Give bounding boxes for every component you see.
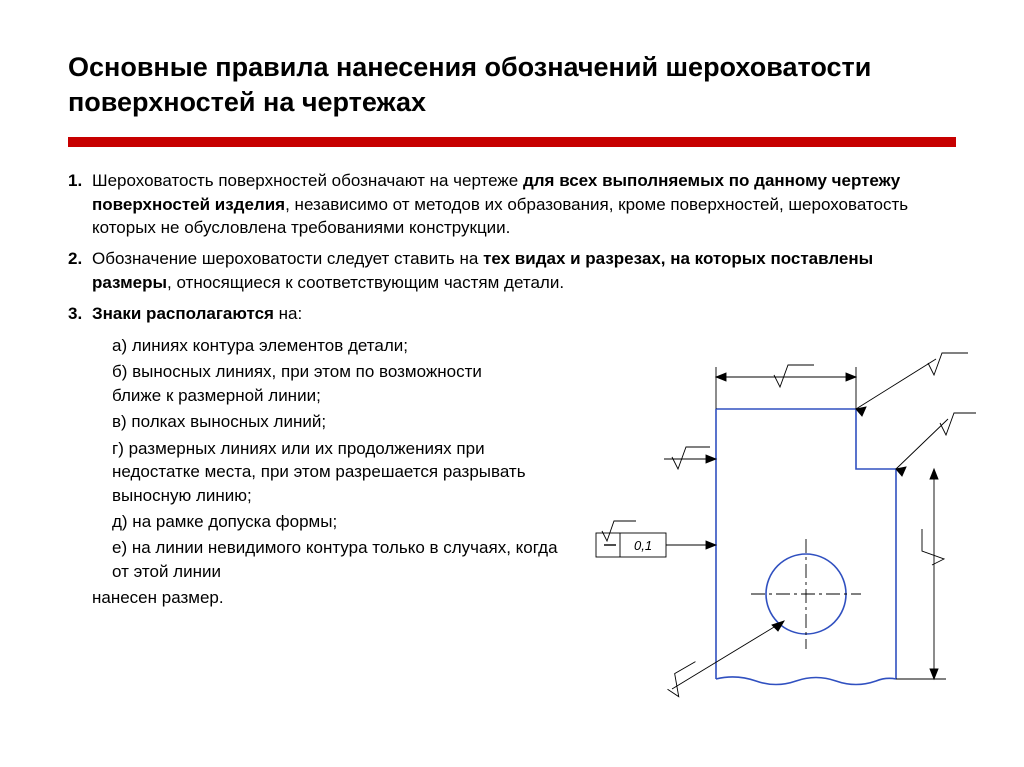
- rule-2-num: 2.: [68, 247, 82, 270]
- rule-2: 2. Обозначение шероховатости следует ста…: [68, 247, 956, 294]
- rule-3-bold: Знаки располагаются: [92, 304, 279, 323]
- rule-1-num: 1.: [68, 169, 82, 192]
- rule-1: 1. Шероховатость поверхностей обозначают…: [68, 169, 956, 239]
- sub-d: д) на рамке допуска формы;: [112, 510, 532, 533]
- thin-lines: [596, 353, 976, 699]
- sub-e: е) на линии невидимого контура только в …: [112, 536, 572, 583]
- tolerance-value: 0,1: [634, 538, 652, 553]
- sub-g: г) размерных линиях или их продолжениях …: [112, 437, 532, 507]
- center-lines: [751, 539, 861, 649]
- rule-3-post: на:: [279, 304, 303, 323]
- page-title: Основные правила нанесения обозначений ш…: [68, 50, 956, 119]
- rule-2-pre: Обозначение шероховатости следует ставит…: [92, 249, 483, 268]
- rule-1-pre: Шероховатость поверхностей обозначают на…: [92, 171, 523, 190]
- sub-b: б) выносных линиях, при этом по возможно…: [112, 360, 532, 407]
- accent-bar: [68, 137, 956, 147]
- sub-v: в) полках выносных линий;: [112, 410, 532, 433]
- rule-3-num: 3.: [68, 302, 82, 325]
- rule-2-post: , относящиеся к соответствующим частям д…: [167, 273, 564, 292]
- diagram-svg: 0,1: [576, 349, 976, 699]
- sub-a: а) линиях контура элементов детали;: [112, 334, 572, 357]
- rule-3: 3. Знаки располагаются на:: [68, 302, 956, 325]
- technical-diagram: 0,1: [576, 349, 976, 699]
